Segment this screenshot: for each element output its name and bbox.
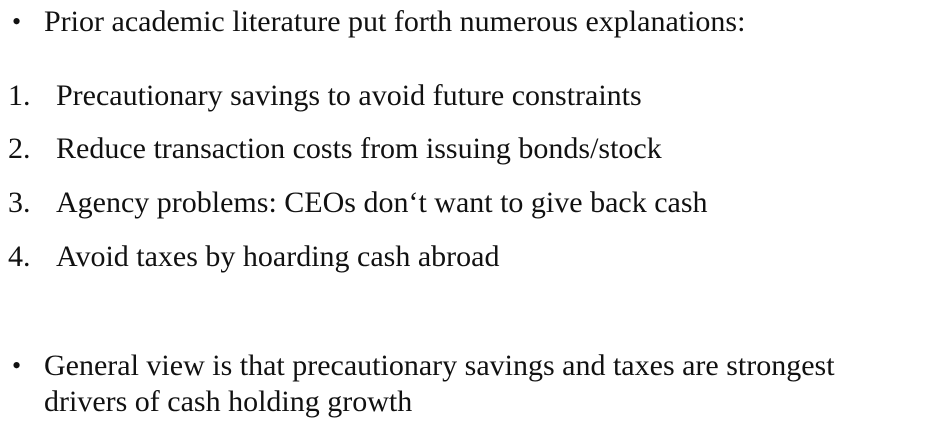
list-number: 3. xyxy=(8,186,31,219)
list-number: 4. xyxy=(8,240,31,273)
bullet-text-line: drivers of cash holding growth xyxy=(44,385,413,418)
list-item-text: Precautionary savings to avoid future co… xyxy=(56,79,642,112)
list-item-text: Agency problems: CEOs don‘t want to give… xyxy=(56,186,708,219)
bullet-text: Prior academic literature put forth nume… xyxy=(44,5,746,38)
bullet-marker: • xyxy=(12,351,22,380)
list-item-text: Reduce transaction costs from issuing bo… xyxy=(56,132,662,165)
bullet-marker: • xyxy=(12,7,22,36)
list-item-text: Avoid taxes by hoarding cash abroad xyxy=(56,240,500,273)
bullet-text-line: General view is that precautionary savin… xyxy=(44,349,835,382)
list-number: 2. xyxy=(8,132,31,165)
list-number: 1. xyxy=(8,79,31,112)
